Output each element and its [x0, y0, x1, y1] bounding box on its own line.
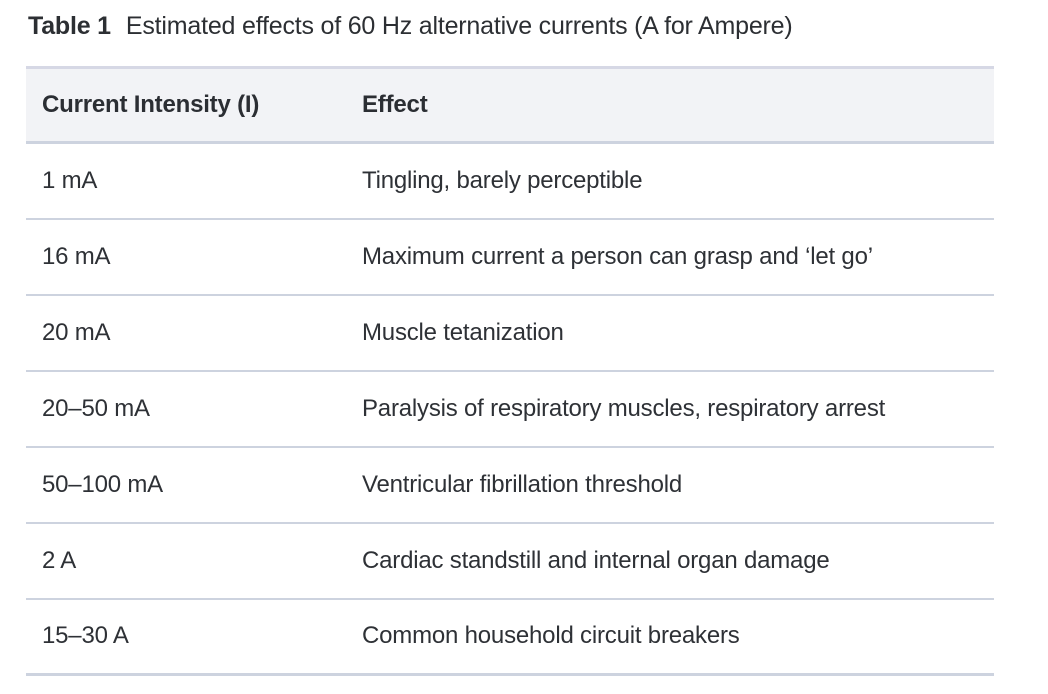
column-header-effect: Effect: [362, 91, 428, 118]
effect-cell: Muscle tetanization: [362, 318, 564, 346]
table-row: 1 mA Tingling, barely perceptible: [26, 143, 994, 219]
table-caption-text: Estimated effects of 60 Hz alternative c…: [125, 12, 793, 40]
intensity-cell: 16 mA: [42, 242, 111, 270]
table-row: 50–100 mA Ventricular fibrillation thres…: [26, 447, 994, 523]
table-figure: Table 1 Estimated effects of 60 Hz altern…: [0, 11, 1048, 676]
effect-cell: Maximum current a person can grasp and ‘…: [362, 242, 873, 270]
effect-cell: Tingling, barely perceptible: [362, 166, 643, 194]
current-effects-table: Current Intensity (I) Effect 1 mA Tingli…: [26, 66, 994, 676]
intensity-cell: 20–50 mA: [42, 394, 150, 422]
table-caption: Table 1 Estimated effects of 60 Hz altern…: [28, 11, 1048, 42]
intensity-cell: 2 A: [42, 546, 77, 574]
table-row: 2 A Cardiac standstill and internal orga…: [26, 523, 994, 599]
effect-cell: Paralysis of respiratory muscles, respir…: [362, 394, 886, 422]
intensity-cell: 50–100 mA: [42, 470, 163, 498]
table-row: 15–30 A Common household circuit breaker…: [26, 599, 994, 675]
table-row: 16 mA Maximum current a person can grasp…: [26, 219, 994, 295]
column-header-current-intensity: Current Intensity (I): [42, 91, 260, 118]
effect-cell: Cardiac standstill and internal organ da…: [362, 546, 830, 574]
intensity-cell: 1 mA: [42, 166, 98, 194]
effect-cell: Ventricular fibrillation threshold: [362, 470, 683, 498]
table-row: 20–50 mA Paralysis of respiratory muscle…: [26, 371, 994, 447]
table-row: 20 mA Muscle tetanization: [26, 295, 994, 371]
intensity-cell: 20 mA: [42, 318, 111, 346]
effect-cell: Common household circuit breakers: [362, 622, 740, 650]
table-caption-label: Table 1: [28, 12, 111, 40]
intensity-cell: 15–30 A: [42, 622, 129, 650]
table-header-row: Current Intensity (I) Effect: [26, 67, 994, 143]
